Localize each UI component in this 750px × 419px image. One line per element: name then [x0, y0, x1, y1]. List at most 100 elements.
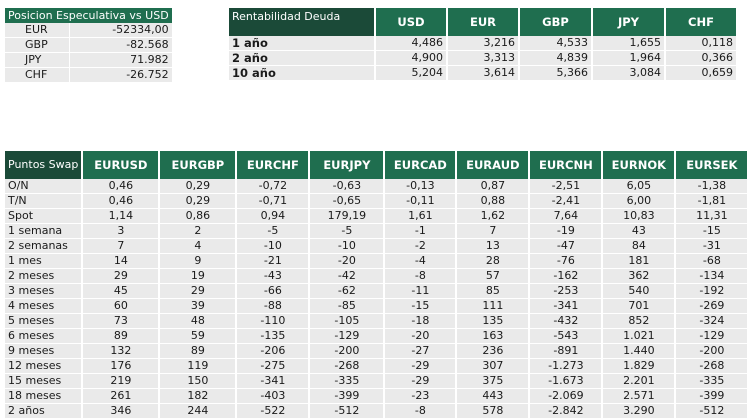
yield-cell: 3,313: [448, 51, 520, 66]
swap-cell: -335: [676, 374, 750, 389]
table-row: 2 meses 29 19 -43 -42 -8 57 -162 362 -134: [5, 269, 750, 284]
column-header: EURGBP: [160, 151, 238, 179]
swap-cell: -200: [310, 344, 386, 359]
swap-cell: -399: [676, 389, 750, 404]
swap-cell: 19: [160, 269, 238, 284]
swap-cell: 701: [603, 299, 677, 314]
swap-cell: 1.021: [603, 329, 677, 344]
swap-cell: -891: [530, 344, 604, 359]
swap-cell: -62: [310, 284, 386, 299]
swap-cell: 10,83: [603, 209, 677, 224]
yield-cell: 3,216: [448, 36, 520, 51]
currency-label: EUR: [5, 23, 70, 38]
swap-cell: -1.673: [530, 374, 604, 389]
swap-cell: 1,14: [83, 209, 161, 224]
swap-cell: -432: [530, 314, 604, 329]
tenor-label: 2 semanas: [5, 239, 84, 254]
table-row: EUR -52334,00: [5, 23, 172, 38]
swap-cell: -15: [385, 299, 458, 314]
yield-cell: 4,486: [376, 36, 448, 51]
swap-cell: 6,05: [603, 179, 677, 194]
swap-cell: -268: [310, 359, 386, 374]
column-header: EURAUD: [457, 151, 531, 179]
swap-cell: 28: [457, 254, 531, 269]
swap-cell: -47: [530, 239, 604, 254]
rentabilidad-title: Rentabilidad Deuda: [229, 8, 376, 36]
swap-cell: 111: [457, 299, 531, 314]
swap-cell: -68: [676, 254, 750, 269]
swap-cell: 3.290: [603, 404, 677, 419]
swap-cell: -268: [676, 359, 750, 374]
swap-cell: 1,62: [457, 209, 531, 224]
swap-cell: 89: [83, 329, 161, 344]
posicion-title: Posicion Especulativa vs USD: [5, 8, 172, 23]
swap-cell: -66: [237, 284, 311, 299]
swap-cell: 85: [457, 284, 531, 299]
table-row: 2 semanas 7 4 -10 -10 -2 13 -47 84 -31: [5, 239, 750, 254]
swap-cell: 84: [603, 239, 677, 254]
yield-cell: 3,084: [593, 66, 666, 81]
swap-cell: -341: [237, 374, 311, 389]
swap-cell: 375: [457, 374, 531, 389]
swap-cell: -2.842: [530, 404, 604, 419]
swap-cell: 0,46: [83, 194, 161, 209]
swap-cell: -20: [385, 329, 458, 344]
swap-cell: 132: [83, 344, 161, 359]
yield-cell: 0,118: [666, 36, 738, 51]
swap-cell: 0,46: [83, 179, 161, 194]
swap-cell: -2,41: [530, 194, 604, 209]
swap-cell: -399: [310, 389, 386, 404]
column-header: EURCAD: [385, 151, 458, 179]
swap-cell: 181: [603, 254, 677, 269]
swap-cell: 346: [83, 404, 161, 419]
swap-cell: 0,29: [160, 179, 238, 194]
swap-cell: 179,19: [310, 209, 386, 224]
table-row: 9 meses 132 89 -206 -200 -27 236 -891 1.440 -200: [5, 344, 750, 359]
swap-cell: 150: [160, 374, 238, 389]
swap-cell: -4: [385, 254, 458, 269]
tenor-label: 5 meses: [5, 314, 84, 329]
swap-cell: 57: [457, 269, 531, 284]
swap-cell: -200: [676, 344, 750, 359]
swap-cell: 73: [83, 314, 161, 329]
swap-cell: 0,86: [160, 209, 238, 224]
tenor-label: O/N: [5, 179, 84, 194]
swap-cell: 135: [457, 314, 531, 329]
tenor-label: 2 años: [5, 404, 84, 419]
tenor-label: 12 meses: [5, 359, 84, 374]
column-header: EURCHF: [237, 151, 311, 179]
table-row: O/N 0,46 0,29 -0,72 -0,63 -0,13 0,87 -2,51 6,05-…: [5, 179, 750, 194]
swap-cell: -134: [676, 269, 750, 284]
swap-cell: -5: [310, 224, 386, 239]
swap-cell: 7: [83, 239, 161, 254]
swap-cell: 1.440: [603, 344, 677, 359]
yield-cell: 0,366: [666, 51, 738, 66]
swap-cell: -512: [676, 404, 750, 419]
swap-cell: 39: [160, 299, 238, 314]
swap-cell: -15: [676, 224, 750, 239]
tenor-label: 18 meses: [5, 389, 84, 404]
swap-cell: 2.571: [603, 389, 677, 404]
swap-title: Puntos Swap: [5, 151, 84, 179]
swap-cell: -20: [310, 254, 386, 269]
swap-cell: 59: [160, 329, 238, 344]
swap-cell: -29: [385, 359, 458, 374]
swap-cell: 2: [160, 224, 238, 239]
swap-cell: 29: [83, 269, 161, 284]
swap-cell: 1.829: [603, 359, 677, 374]
swap-cell: -42: [310, 269, 386, 284]
yield-cell: 4,839: [520, 51, 593, 66]
swap-cell: -403: [237, 389, 311, 404]
swap-cell: 219: [83, 374, 161, 389]
table-row: 10 año 5,204 3,614 5,366 3,084 0,659: [229, 66, 738, 81]
table-row: 18 meses 261 182 -403 -399 -23 443 -2.069 2.571-…: [5, 389, 750, 404]
yield-cell: 5,366: [520, 66, 593, 81]
swap-cell: -269: [676, 299, 750, 314]
table-row: 4 meses 60 39 -88 -85 -15 111 -341 701 -269: [5, 299, 750, 314]
swap-cell: 443: [457, 389, 531, 404]
swap-cell: -23: [385, 389, 458, 404]
swap-cell: -0,71: [237, 194, 311, 209]
swap-cell: -2: [385, 239, 458, 254]
table-row: 2 años 346 244 -522 -512 -8 578 -2.842 3.290 -512: [5, 404, 750, 419]
swap-cell: -8: [385, 269, 458, 284]
